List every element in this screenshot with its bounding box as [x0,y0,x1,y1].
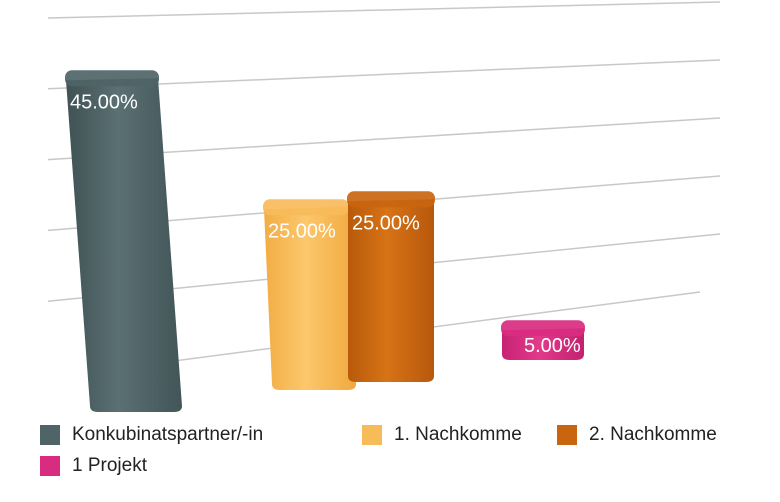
data-label: 5.00% [524,335,581,357]
bar-3 [347,191,435,382]
bar-1 [65,70,182,412]
bar-2 [263,199,356,390]
bar-4 [501,320,585,360]
legend-label: 2. Nachkomme [589,424,717,445]
legend-label: Konkubinatspartner/-in [72,424,264,445]
legend-label: 1. Nachkomme [394,424,522,445]
legend-swatch [40,456,60,476]
bar-body [66,78,182,412]
legend-item-nachkomme-1: 1. Nachkomme [362,424,522,446]
legend-swatch [40,425,60,445]
bar-top-cap [263,199,349,216]
bar-chart: 45.00% 25.00% 25.00% 5.00% [47,1,721,412]
legend-item-nachkomme-2: 2. Nachkomme [557,424,717,446]
legend-item-konkubinatspartner: Konkubinatspartner/-in [40,424,263,446]
gridline [47,59,721,90]
data-label: 25.00% [268,220,336,242]
bar-body [348,199,434,382]
bar-top-cap [347,191,435,208]
data-label: 45.00% [70,91,138,113]
bar-body [264,207,356,390]
data-label: 25.00% [352,212,420,234]
data-labels: 45.00% 25.00% 25.00% 5.00% [70,91,581,357]
bar-top-cap [501,320,585,337]
bar-top-cap [65,70,159,87]
gridline [47,1,721,19]
legend-item-projekt: 1 Projekt [40,455,147,477]
legend-swatch [362,425,382,445]
bars [65,70,585,412]
legend-swatch [557,425,577,445]
legend-label: 1 Projekt [72,455,147,476]
